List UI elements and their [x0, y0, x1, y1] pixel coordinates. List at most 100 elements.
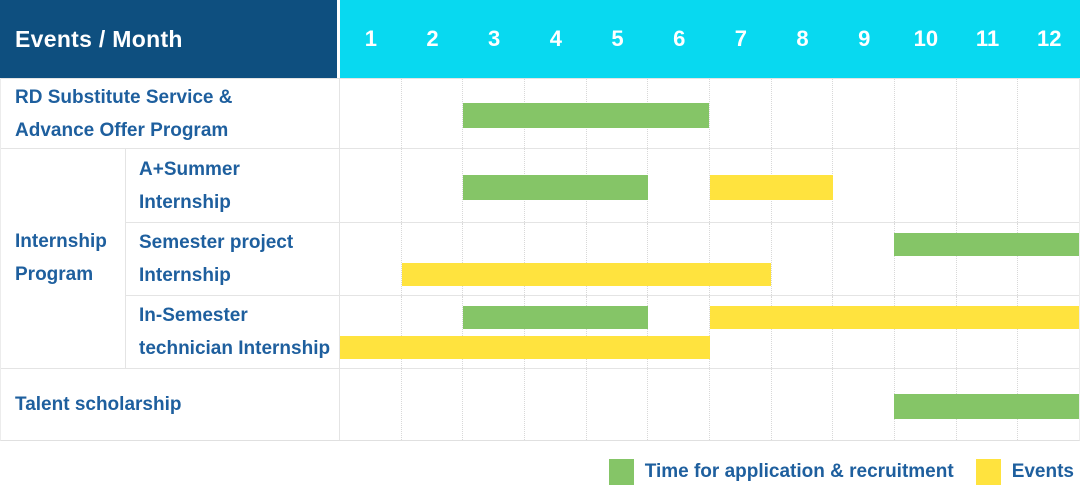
gantt-bar-application [463, 102, 710, 128]
grid-cell [832, 369, 894, 440]
month-label: 6 [673, 26, 686, 51]
grid-cell [770, 79, 833, 148]
legend-label: Time for application & recruitment [644, 461, 954, 482]
month-header-cell: 1 [340, 0, 402, 78]
table-row: A+Summer Internship [1, 148, 1079, 222]
month-header-cell: 12 [1018, 0, 1080, 78]
gantt-bar-application [894, 393, 1079, 419]
grid-cell [894, 79, 956, 148]
month-label: 8 [796, 26, 809, 51]
legend-swatch-event [975, 459, 1001, 485]
grid-cell [400, 296, 463, 368]
month-header-cell: 6 [648, 0, 710, 78]
row-label: RD Substitute Service & Advance Offer Pr… [1, 78, 340, 148]
grid-cell [524, 223, 586, 295]
month-label: 7 [734, 26, 747, 51]
month-header-cell: 2 [402, 0, 464, 78]
grid-cell [894, 296, 956, 368]
grid-cell [647, 369, 709, 440]
grid-cell [462, 79, 524, 148]
month-header: 1 2 3 4 5 6 7 8 9 10 11 12 [340, 0, 1080, 78]
table-row: Talent scholarship [1, 368, 1079, 440]
legend-item: Events [975, 459, 1074, 485]
group-column-cell [1, 295, 126, 368]
table-row: In-Semester technician Internship [1, 295, 1079, 368]
row-chart-area [340, 368, 1079, 440]
table-row: Semester project Internship [1, 222, 1079, 295]
gantt-table: Events / Month 1 2 3 4 5 6 7 8 9 10 11 12 Internshi… [0, 0, 1080, 441]
gantt-rows: Internship Program RD Substitute Service… [0, 78, 1080, 441]
month-label: 10 [913, 26, 939, 51]
grid-cell [955, 223, 1018, 295]
grid-cell [770, 296, 833, 368]
grid-cell [462, 223, 524, 295]
grid-cell [647, 296, 709, 368]
grid-cell [955, 149, 1018, 222]
group-column-cell [1, 148, 126, 222]
month-label: 2 [426, 26, 439, 51]
grid-cell [340, 369, 401, 440]
table-header: Events / Month 1 2 3 4 5 6 7 8 9 10 11 12 [0, 0, 1080, 78]
grid-cell [340, 223, 401, 295]
grid-cell [955, 79, 1018, 148]
gantt-bar-application [463, 174, 648, 200]
legend: Time for application & recruitment Events [608, 452, 1074, 492]
grid-cell [524, 296, 586, 368]
month-header-cell: 8 [772, 0, 834, 78]
grid-cell [585, 369, 648, 440]
grid-cell [585, 223, 648, 295]
grid-cell [832, 149, 894, 222]
grid-cell [770, 223, 833, 295]
grid-cell [832, 223, 894, 295]
grid-cell [832, 79, 894, 148]
month-label: 9 [858, 26, 871, 51]
month-header-cell: 3 [463, 0, 525, 78]
header-title-cell: Events / Month [0, 0, 340, 78]
grid-cell [1017, 296, 1079, 368]
grid-cell [894, 149, 956, 222]
grid-cell [709, 223, 771, 295]
table-row: RD Substitute Service & Advance Offer Pr… [1, 78, 1079, 148]
grid-cell [709, 79, 771, 148]
grid-cell [1017, 223, 1079, 295]
grid-cell [709, 369, 771, 440]
month-label: 5 [611, 26, 624, 51]
grid-cell [709, 296, 771, 368]
row-label: Talent scholarship [1, 368, 340, 440]
gantt-bar-event [401, 263, 772, 286]
row-chart-area [340, 78, 1079, 148]
gantt-bar-event [340, 336, 710, 359]
grid-cell [400, 79, 463, 148]
month-label: 11 [975, 26, 1000, 51]
row-chart-area [340, 148, 1079, 222]
row-chart-area [340, 295, 1079, 368]
legend-swatch-application [608, 459, 634, 485]
month-label: 4 [549, 26, 562, 51]
grid-cell [462, 149, 524, 222]
month-header-cell: 11 [957, 0, 1019, 78]
grid-cell [462, 296, 524, 368]
grid-cell [400, 149, 463, 222]
grid-cell [647, 223, 709, 295]
sub-row-label: Semester project Internship [126, 222, 340, 295]
grid-cell [647, 149, 709, 222]
grid-cell [1017, 149, 1079, 222]
month-header-cell: 7 [710, 0, 772, 78]
grid-cell [770, 369, 833, 440]
grid-cell [340, 79, 401, 148]
grid-cell [524, 369, 586, 440]
grid-cell [340, 149, 401, 222]
month-label: 1 [364, 26, 377, 51]
month-label: 12 [1036, 26, 1062, 51]
group-column-cell [1, 222, 126, 295]
grid-cell [400, 223, 463, 295]
gantt-bar-event [709, 174, 833, 200]
grid-cell [400, 369, 463, 440]
month-header-cell: 10 [895, 0, 957, 78]
grid-cell [955, 296, 1018, 368]
legend-label: Events [1011, 461, 1074, 482]
grid-cell [832, 296, 894, 368]
header-title: Events / Month [15, 25, 183, 52]
sub-row-label: In-Semester technician Internship [126, 295, 340, 368]
row-chart-area [340, 222, 1079, 295]
